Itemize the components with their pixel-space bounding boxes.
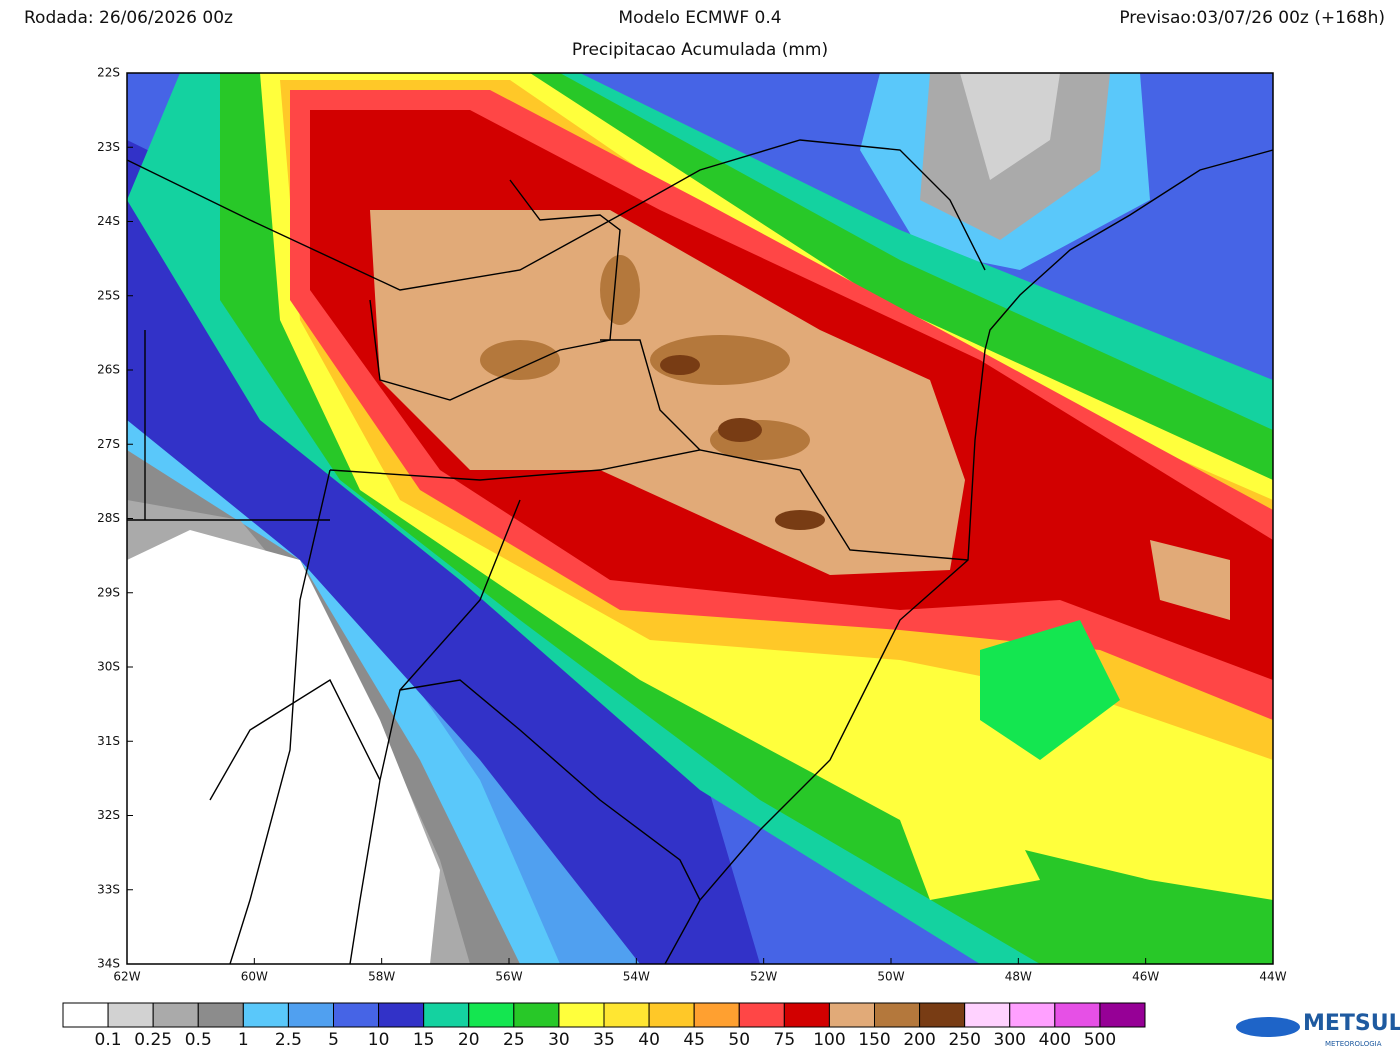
- colorbar-swatch: [378, 1002, 425, 1028]
- logo: METSUL METEOROLOGIA: [1236, 1011, 1400, 1048]
- colorbar-swatch: [693, 1002, 740, 1028]
- lat-label: 27S: [97, 437, 120, 451]
- colorbar-swatch: [107, 1002, 154, 1028]
- colorbar-label: 45: [683, 1030, 705, 1050]
- lon-label: 48W: [1005, 970, 1032, 984]
- lat-label: 33S: [97, 882, 120, 896]
- colorbar-label: 75: [774, 1030, 796, 1050]
- lat-label: 25S: [97, 288, 120, 302]
- colorbar-swatch: [242, 1002, 289, 1028]
- colorbar-label: 300: [994, 1030, 1026, 1050]
- precip-area: [718, 418, 762, 442]
- colorbar-label: 0.1: [95, 1030, 122, 1050]
- lon-label: 52W: [750, 970, 777, 984]
- lat-label: 28S: [97, 511, 120, 525]
- colorbar: 0.1 0.25 0.5 1 2.5 5 10 15 20 25 30 35 40 45 50 75 100 15…: [62, 1002, 1146, 1050]
- model-title: Modelo ECMWF 0.4: [618, 8, 781, 28]
- colorbar-label: 2.5: [275, 1030, 302, 1050]
- colorbar-label: 200: [903, 1030, 935, 1050]
- colorbar-swatch: [874, 1002, 921, 1028]
- lat-label: 22S: [97, 66, 120, 80]
- colorbar-label: 30: [548, 1030, 570, 1050]
- borders: [127, 139, 1273, 964]
- colorbar-swatch: [648, 1002, 695, 1028]
- colorbar-swatch: [152, 1002, 199, 1028]
- colorbar-swatch: [423, 1002, 470, 1028]
- precip-area: [660, 355, 700, 375]
- colorbar-label: 40: [638, 1030, 660, 1050]
- colorbar-swatch: [197, 1002, 244, 1028]
- logo-globe: [1236, 1017, 1300, 1037]
- subtitle: Precipitacao Acumulada (mm): [572, 40, 828, 60]
- logo-name: METSUL: [1303, 1011, 1400, 1036]
- colorbar-label: 1: [238, 1030, 249, 1050]
- colorbar-swatch: [1009, 1002, 1056, 1028]
- lat-label: 26S: [97, 363, 120, 377]
- colorbar-swatch: [1099, 1002, 1146, 1028]
- run-label: Rodada: 26/06/2026 00z: [24, 8, 233, 28]
- colorbar-label: 50: [728, 1030, 750, 1050]
- precip-area: [127, 530, 440, 964]
- lat-label: 31S: [97, 734, 120, 748]
- lon-label: 54W: [623, 970, 650, 984]
- colorbar-label: 500: [1084, 1030, 1116, 1050]
- colorbar-label: 100: [813, 1030, 845, 1050]
- colorbar-swatch: [62, 1002, 109, 1028]
- colorbar-label: 0.25: [134, 1030, 172, 1050]
- colorbar-label: 10: [368, 1030, 390, 1050]
- lat-label: 34S: [97, 957, 120, 971]
- colorbar-swatch: [558, 1002, 605, 1028]
- lat-label: 32S: [97, 808, 120, 822]
- colorbar-swatch: [603, 1002, 650, 1028]
- colorbar-label: 400: [1039, 1030, 1071, 1050]
- lon-label: 56W: [495, 970, 522, 984]
- precip-map: [127, 73, 1273, 964]
- precip-area: [600, 255, 640, 325]
- colorbar-swatch: [919, 1002, 966, 1028]
- colorbar-swatch: [828, 1002, 876, 1028]
- precip-area: [960, 73, 1060, 180]
- colorbar-swatch: [964, 1002, 1011, 1028]
- colorbar-label: 15: [413, 1030, 435, 1050]
- colorbar-label: 5: [328, 1030, 339, 1050]
- colorbar-swatch: [783, 1002, 830, 1028]
- colorbar-swatch: [738, 1002, 785, 1028]
- lon-label: 50W: [877, 970, 904, 984]
- colorbar-swatch: [333, 1002, 380, 1028]
- colorbar-swatch: [1054, 1002, 1101, 1028]
- lat-label: 24S: [97, 214, 120, 228]
- precip-area: [980, 620, 1120, 760]
- axes: 22S23S24S25S26S27S28S29S30S31S32S33S34S6…: [97, 66, 1287, 984]
- lon-label: 60W: [241, 970, 268, 984]
- precip-area: [1150, 540, 1230, 620]
- colorbar-label: 0.5: [185, 1030, 212, 1050]
- colorbar-label: 35: [593, 1030, 615, 1050]
- logo-tagline: METEOROLOGIA: [1325, 1040, 1382, 1048]
- lon-label: 46W: [1132, 970, 1159, 984]
- colorbar-swatch: [513, 1002, 560, 1028]
- colorbar-label: 250: [948, 1030, 980, 1050]
- precip-area: [900, 800, 1040, 900]
- lat-label: 23S: [97, 140, 120, 154]
- lat-label: 30S: [97, 660, 120, 674]
- colorbar-label: 25: [503, 1030, 525, 1050]
- forecast-label: Previsao:03/07/26 00z (+168h): [1119, 8, 1385, 28]
- colorbar-swatch: [287, 1002, 334, 1028]
- lon-label: 44W: [1259, 970, 1286, 984]
- precip-area: [480, 340, 560, 380]
- lat-label: 29S: [97, 585, 120, 599]
- colorbar-label: 150: [858, 1030, 890, 1050]
- lon-label: 62W: [113, 970, 140, 984]
- colorbar-label: 20: [458, 1030, 480, 1050]
- colorbar-swatch: [468, 1002, 515, 1028]
- lon-label: 58W: [368, 970, 395, 984]
- precip-area: [775, 510, 825, 530]
- precip-area: [370, 210, 965, 575]
